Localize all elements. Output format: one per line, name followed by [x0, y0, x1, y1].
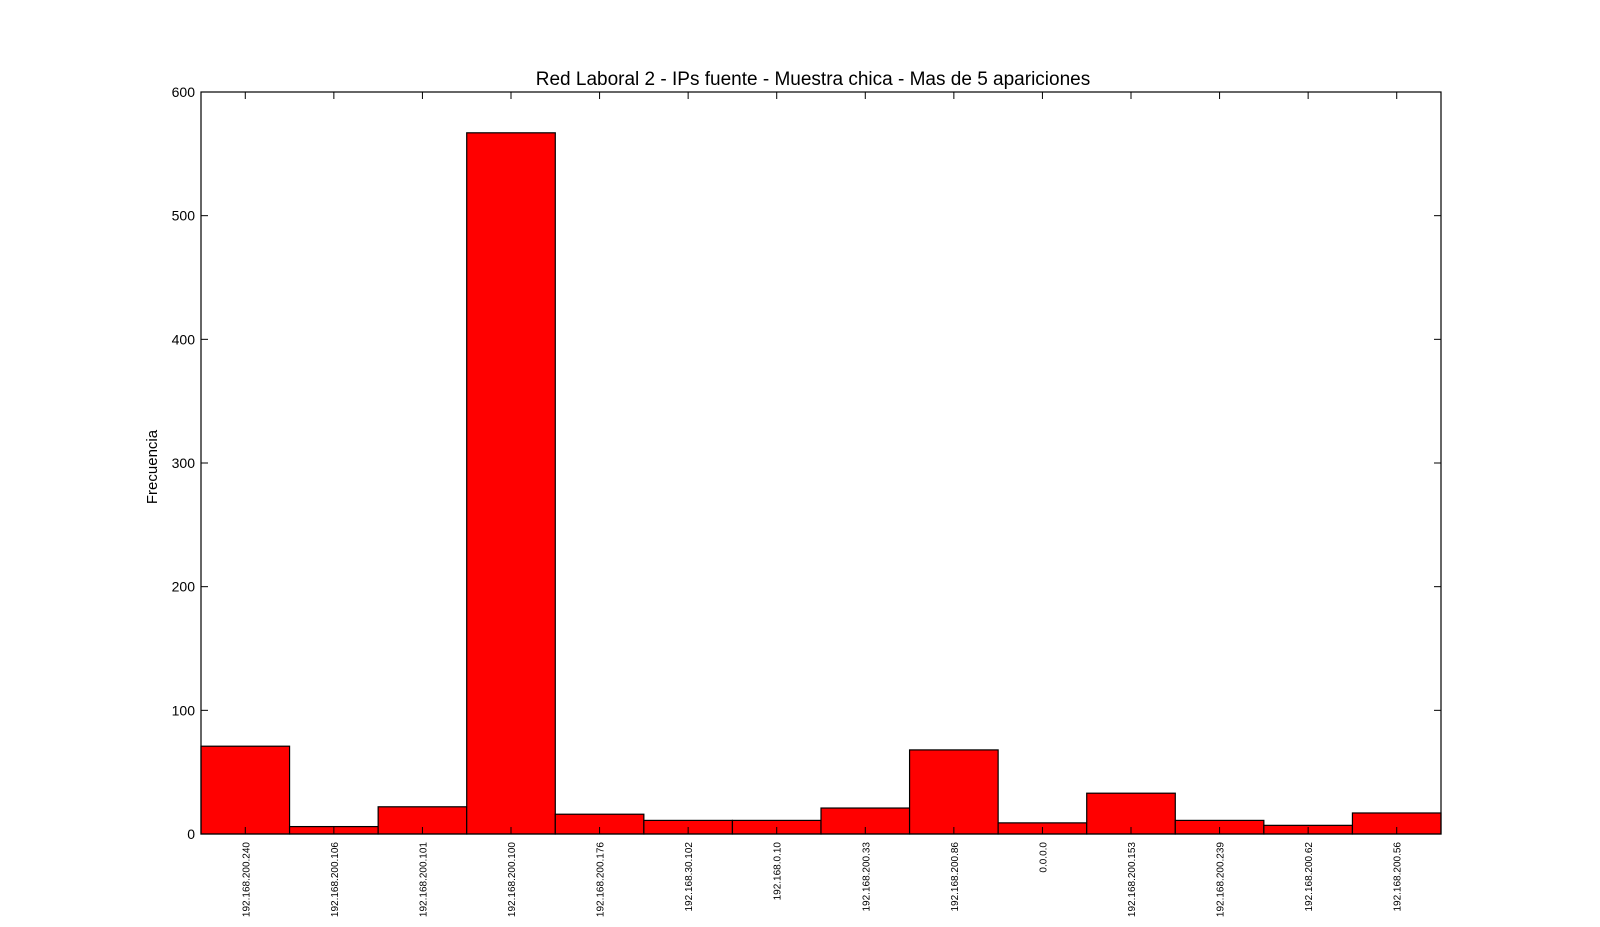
x-tick-label: 0.0.0.0 — [1038, 842, 1049, 873]
y-tick-label: 200 — [172, 579, 196, 595]
bar-192.168.200.240 — [200, 745, 291, 835]
x-tick-label: 192.168.200.100 — [507, 842, 518, 918]
x-tick-label: 192.168.200.153 — [1127, 842, 1138, 918]
x-tick-label: 192.168.200.106 — [330, 842, 341, 918]
y-tick-label: 600 — [172, 84, 196, 100]
x-tick-label: 192.168.200.176 — [596, 842, 607, 918]
chart-title: Red Laboral 2 - IPs fuente - Muestra chi… — [536, 69, 1090, 90]
x-tick-label: 192.168.200.239 — [1216, 842, 1227, 918]
y-ticks-group: 0 100 200 300 400 500 600 — [172, 84, 1441, 842]
x-tick-label: 192.168.200.86 — [950, 842, 961, 912]
x-tick-label: 192.168.200.56 — [1393, 842, 1404, 912]
x-tick-label: 192.168.200.240 — [241, 842, 252, 918]
plot-frame — [200, 91, 1442, 835]
x-tick-label: 192.168.200.33 — [861, 842, 872, 912]
x-tick-label: 192.168.200.62 — [1304, 842, 1315, 912]
y-tick-label: 300 — [172, 455, 196, 471]
bar-192.168.200.100 — [466, 132, 556, 835]
bars-group — [200, 132, 1442, 835]
y-tick-label: 400 — [172, 331, 196, 347]
x-tick-label: 192.168.30.102 — [684, 842, 695, 912]
x-ticks-group: 192.168.200.240 192.168.200.106 192.168.20… — [241, 92, 1404, 918]
y-tick-label: 0 — [187, 826, 195, 842]
y-axis-label: Frecuencia — [144, 429, 161, 504]
x-tick-label: 192.168.0.10 — [773, 842, 784, 901]
y-tick-label: 100 — [172, 702, 196, 718]
bar-192.168.200.86 — [908, 749, 999, 835]
y-tick-label: 500 — [172, 208, 196, 224]
x-tick-label: 192.168.200.101 — [418, 842, 429, 918]
